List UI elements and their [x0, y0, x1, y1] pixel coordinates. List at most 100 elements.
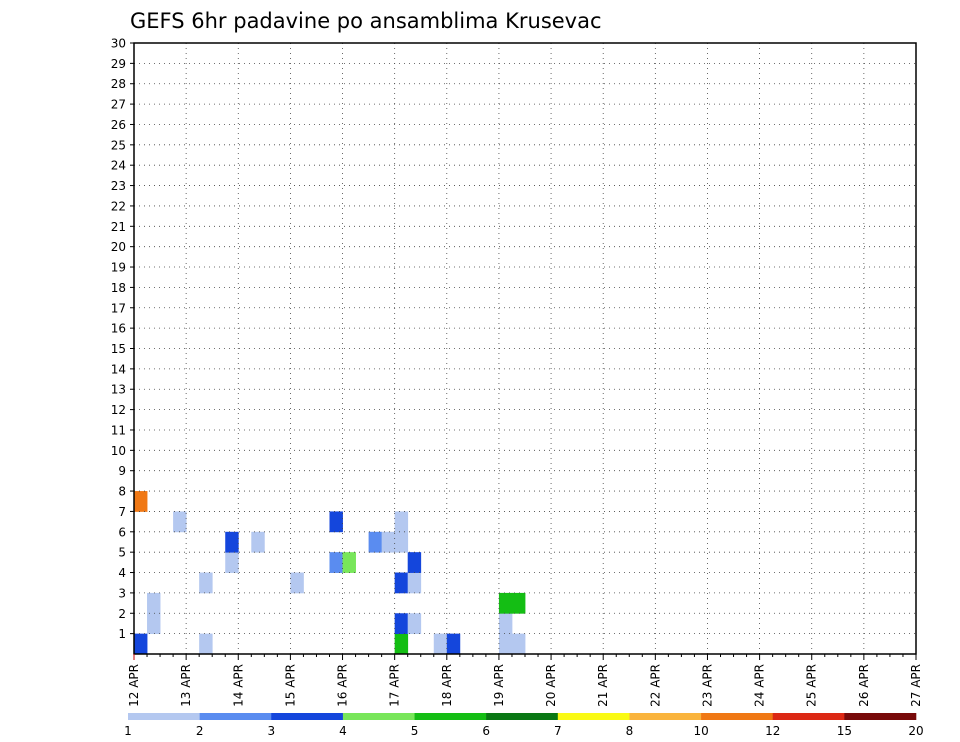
heatmap-cells: [134, 491, 526, 655]
heatmap-cell: [394, 633, 409, 655]
heatmap-cell: [173, 511, 187, 533]
heatmap-cell: [134, 633, 148, 655]
y-tick-label: 12: [111, 403, 126, 417]
y-tick-label: 15: [111, 342, 126, 356]
heatmap-cell: [368, 531, 383, 553]
heatmap-cell: [433, 633, 448, 655]
heatmap-cell: [225, 531, 239, 553]
x-tick-label: 26 APR: [857, 664, 871, 707]
y-tick-label: 28: [111, 77, 126, 91]
y-tick-label: 2: [118, 607, 126, 621]
colorbar-swatch: [772, 713, 845, 720]
y-tick-label: 18: [111, 281, 126, 295]
colorbar-label: 20: [908, 724, 923, 738]
heatmap-cell: [407, 572, 422, 594]
heatmap-cell: [381, 531, 396, 553]
heatmap-cell: [199, 633, 213, 655]
y-tick-label: 16: [111, 322, 126, 336]
heatmap-cell: [498, 633, 513, 655]
y-tick-label: 8: [118, 485, 126, 499]
y-tick-label: 1: [118, 627, 126, 641]
y-tick-label: 29: [111, 57, 126, 71]
colorbar-swatch: [629, 713, 702, 720]
y-tick-label: 6: [118, 525, 126, 539]
heatmap-cell: [511, 633, 526, 655]
grid-lines: [134, 43, 916, 654]
heatmap-cell: [394, 572, 409, 594]
y-tick-label: 14: [111, 362, 126, 376]
colorbar-label: 12: [765, 724, 780, 738]
heatmap-cell: [329, 511, 343, 533]
heatmap-cell: [394, 613, 409, 635]
heatmap-cell: [290, 572, 304, 594]
colorbar-label: 4: [339, 724, 347, 738]
colorbar-swatch: [486, 713, 559, 720]
colorbar-label: 10: [693, 724, 708, 738]
x-tick-label: 19 APR: [492, 664, 506, 707]
y-tick-label: 20: [111, 240, 126, 254]
heatmap-cell: [147, 592, 161, 614]
colorbar-label: 7: [554, 724, 562, 738]
y-tick-label: 10: [111, 444, 126, 458]
y-tick-label: 25: [111, 138, 126, 152]
colorbar-label: 15: [837, 724, 852, 738]
heatmap-cell: [199, 572, 213, 594]
colorbar-swatch: [701, 713, 774, 720]
colorbar-swatch: [199, 713, 272, 720]
heatmap-cell: [407, 552, 422, 573]
y-tick-label: 23: [111, 179, 126, 193]
heatmap-cell: [511, 592, 526, 614]
heatmap-cell: [446, 633, 461, 655]
colorbar-label: 6: [482, 724, 490, 738]
x-tick-label: 25 APR: [805, 664, 819, 707]
colorbar-label: 5: [411, 724, 419, 738]
x-tick-label: 20 APR: [544, 664, 558, 707]
y-tick-label: 3: [118, 586, 126, 600]
colorbar-label: 2: [196, 724, 204, 738]
heatmap-cell: [498, 613, 513, 635]
heatmap-cell: [498, 592, 513, 614]
y-tick-label: 26: [111, 118, 126, 132]
x-tick-label: 17 APR: [388, 664, 402, 707]
colorbar-swatch: [557, 713, 630, 720]
y-tick-label: 22: [111, 199, 126, 213]
colorbar-label: 3: [267, 724, 275, 738]
y-tick-label: 5: [118, 546, 126, 560]
x-tick-label: 13 APR: [179, 664, 193, 707]
y-tick-label: 21: [111, 220, 126, 234]
x-tick-label: 15 APR: [283, 664, 297, 707]
heatmap-cell: [394, 531, 409, 553]
y-tick-label: 9: [118, 464, 126, 478]
heatmap-cell: [394, 511, 409, 533]
y-tick-label: 30: [111, 37, 126, 51]
y-tick-label: 7: [118, 505, 126, 519]
heatmap-cell: [225, 552, 239, 573]
x-tick-label: 14 APR: [231, 664, 245, 707]
colorbar-label: 1: [124, 724, 132, 738]
x-tick-label: 22 APR: [648, 664, 662, 707]
colorbar-swatch: [271, 713, 344, 720]
y-tick-label: 4: [118, 566, 126, 580]
x-tick-label: 16 APR: [336, 664, 350, 707]
y-tick-label: 13: [111, 383, 126, 397]
y-tick-label: 19: [111, 261, 126, 275]
x-tick-label: 21 APR: [596, 664, 610, 707]
heatmap-cell: [407, 613, 422, 635]
chart-title: GEFS 6hr padavine po ansamblima Krusevac: [130, 9, 602, 33]
y-tick-label: 11: [111, 423, 126, 437]
heatmap-cell: [342, 552, 356, 573]
colorbar: 1 2 3 4 5 6 7 8 10 12 15 20: [124, 713, 924, 738]
x-axis-labels: 12 APR 13 APR 14 APR 15 APR 16 APR 17 APR 18 A…: [127, 654, 923, 707]
y-axis-labels: 1234567891011121314151617181920212223242…: [111, 37, 134, 641]
y-tick-label: 27: [111, 98, 126, 112]
colorbar-swatch: [844, 713, 917, 720]
heatmap-cell: [251, 531, 265, 553]
colorbar-label: 8: [626, 724, 634, 738]
y-tick-label: 24: [111, 159, 126, 173]
heatmap-cell: [147, 613, 161, 635]
x-tick-label: 18 APR: [440, 664, 454, 707]
x-tick-label: 23 APR: [700, 664, 714, 707]
heatmap-cell: [329, 552, 343, 573]
colorbar-swatch: [414, 713, 487, 720]
